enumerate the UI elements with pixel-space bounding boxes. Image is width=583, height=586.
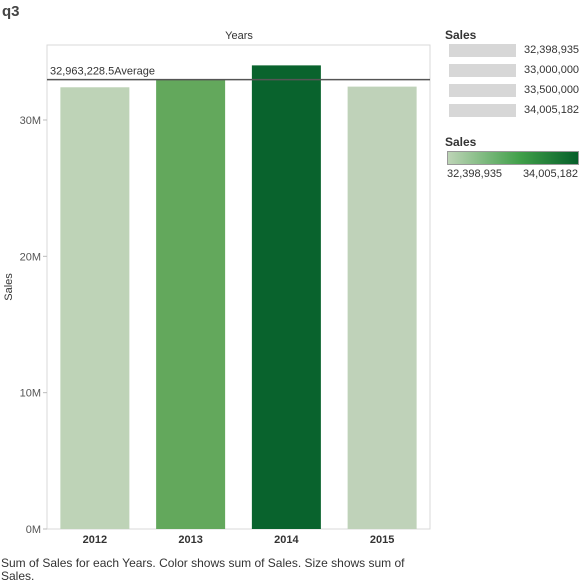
size-legend-item[interactable]: 34,005,182: [449, 104, 583, 124]
size-legend-label: 33,500,000: [524, 84, 580, 96]
average-label-suffix: Average: [114, 66, 155, 78]
column-header: Years: [225, 30, 253, 42]
color-legend-max-label: 34,005,182: [522, 168, 578, 180]
y-tick-label: 0M: [26, 524, 41, 536]
chart-caption: Sum of Sales for each Years. Color shows…: [1, 556, 405, 583]
x-tick-label: 2012: [83, 534, 107, 545]
y-tick-label: 10M: [20, 388, 41, 400]
bar-2013[interactable]: [156, 79, 226, 530]
size-legend-item[interactable]: 32,398,935: [449, 44, 583, 64]
size-legend-swatch: [449, 64, 516, 77]
bar-2012[interactable]: [60, 87, 130, 530]
x-tick-label: 2014: [274, 534, 299, 545]
y-tick-label: 30M: [20, 115, 41, 127]
average-value: 32,963,228.5: [50, 66, 114, 78]
color-legend-title: Sales: [445, 135, 477, 149]
size-legend-swatch: [449, 44, 516, 57]
bar-2015[interactable]: [347, 86, 417, 530]
size-legend-title: Sales: [445, 28, 477, 42]
size-legend-swatch: [449, 104, 516, 117]
x-tick-label: 2013: [178, 534, 202, 545]
size-legend-item[interactable]: 33,000,000: [449, 64, 583, 84]
size-legend-swatch: [449, 84, 516, 97]
plot-area: [46, 44, 431, 530]
bar-2014[interactable]: [251, 65, 321, 529]
size-legend-label: 33,000,000: [524, 64, 580, 76]
average-reference-label: 32,963,228.5Average: [50, 66, 155, 78]
y-axis-title: Sales: [3, 273, 15, 301]
sheet-title: q3: [2, 3, 20, 20]
x-tick-label: 2015: [370, 534, 394, 545]
y-tick-label: 20M: [20, 251, 41, 263]
size-legend-label: 34,005,182: [524, 104, 580, 116]
color-legend-min-label: 32,398,935: [447, 168, 503, 180]
size-legend-label: 32,398,935: [524, 44, 580, 56]
size-legend: 32,398,935 33,000,000 33,500,000 34,005,…: [449, 44, 583, 124]
bar-chart: Years Sales 0M 10M 20M 30M 2012 2013 2014 2015…: [3, 30, 431, 545]
size-legend-item[interactable]: 33,500,000: [449, 84, 583, 104]
color-legend-ramp[interactable]: [447, 151, 579, 165]
